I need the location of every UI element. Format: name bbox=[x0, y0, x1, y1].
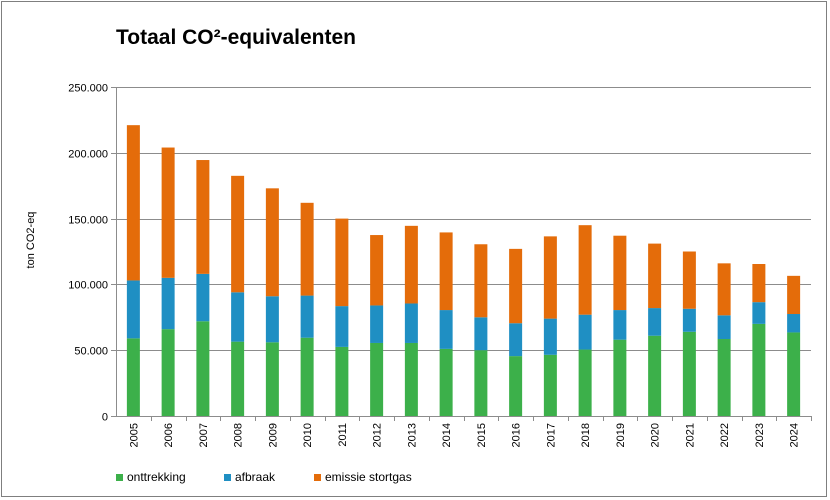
x-tick-label: 2020 bbox=[650, 423, 662, 447]
y-tick-label: 100.000 bbox=[68, 280, 108, 292]
bar-afbraak-2015 bbox=[474, 317, 488, 351]
bar-emissie-stortgas-2014 bbox=[439, 232, 453, 311]
x-tick-label: 2017 bbox=[545, 423, 557, 447]
x-tick-label: 2014 bbox=[441, 423, 453, 447]
bar-emissie-stortgas-2015 bbox=[474, 244, 488, 318]
x-tick-label: 2006 bbox=[163, 423, 175, 447]
bar-emissie-stortgas-2016 bbox=[509, 248, 523, 324]
bar-emissie-stortgas-2007 bbox=[196, 160, 210, 274]
legend-item-onttrekking: onttrekking bbox=[116, 470, 186, 484]
bar-afbraak-2022 bbox=[717, 315, 731, 340]
bar-afbraak-2011 bbox=[335, 306, 349, 347]
bar-emissie-stortgas-2006 bbox=[161, 147, 175, 278]
bar-emissie-stortgas-2019 bbox=[613, 235, 627, 311]
y-tick-label: 0 bbox=[102, 412, 108, 424]
bar-emissie-stortgas-2008 bbox=[231, 175, 245, 293]
x-tick-label: 2013 bbox=[406, 423, 418, 447]
bar-emissie-stortgas-2018 bbox=[578, 225, 592, 315]
bar-onttrekking-2010 bbox=[300, 337, 314, 416]
bar-onttrekking-2019 bbox=[613, 339, 627, 416]
bar-afbraak-2020 bbox=[648, 308, 662, 336]
bar-onttrekking-2005 bbox=[126, 338, 140, 416]
bar-afbraak-2018 bbox=[578, 314, 592, 350]
bar-onttrekking-2015 bbox=[474, 350, 488, 416]
bar-afbraak-2005 bbox=[126, 280, 140, 339]
x-tick-label: 2018 bbox=[580, 423, 592, 447]
x-tick-label: 2011 bbox=[337, 423, 349, 447]
chart-title: Totaal CO²-equivalenten bbox=[116, 26, 356, 49]
x-tick-label: 2007 bbox=[198, 423, 210, 447]
bar-emissie-stortgas-2009 bbox=[265, 188, 279, 297]
x-tick-label: 2008 bbox=[233, 423, 245, 447]
legend-label-afbraak: afbraak bbox=[235, 470, 276, 484]
bar-afbraak-2024 bbox=[787, 314, 801, 333]
bar-afbraak-2023 bbox=[752, 302, 766, 324]
bar-emissie-stortgas-2021 bbox=[682, 251, 696, 309]
bar-afbraak-2016 bbox=[509, 323, 523, 357]
legend-swatch-onttrekking bbox=[116, 473, 123, 481]
y-tick-label: 150.000 bbox=[68, 215, 108, 227]
bar-emissie-stortgas-2022 bbox=[717, 263, 731, 316]
x-tick-label: 2012 bbox=[372, 423, 384, 447]
x-tick-label: 2019 bbox=[615, 423, 627, 447]
bar-emissie-stortgas-2012 bbox=[370, 235, 384, 306]
bar-afbraak-2017 bbox=[543, 318, 557, 355]
bar-emissie-stortgas-2013 bbox=[404, 225, 418, 304]
bar-afbraak-2012 bbox=[370, 305, 384, 343]
bar-onttrekking-2006 bbox=[161, 329, 175, 416]
y-tick-label: 200.000 bbox=[68, 149, 108, 161]
bar-onttrekking-2007 bbox=[196, 321, 210, 416]
x-tick-label: 2009 bbox=[267, 423, 279, 447]
bar-emissie-stortgas-2023 bbox=[752, 264, 766, 303]
legend-label-onttrekking: onttrekking bbox=[127, 470, 186, 484]
bar-afbraak-2019 bbox=[613, 310, 627, 340]
x-tick-label: 2015 bbox=[476, 423, 488, 447]
x-tick-label: 2024 bbox=[789, 423, 801, 447]
bar-onttrekking-2008 bbox=[231, 341, 245, 416]
bar-afbraak-2007 bbox=[196, 273, 210, 322]
bar-afbraak-2008 bbox=[231, 292, 245, 342]
x-tick-label: 2005 bbox=[128, 423, 140, 447]
bar-afbraak-2009 bbox=[265, 296, 279, 343]
bar-emissie-stortgas-2005 bbox=[126, 125, 140, 281]
bar-onttrekking-2009 bbox=[265, 342, 279, 416]
legend-label-emissie-stortgas: emissie stortgas bbox=[325, 470, 412, 484]
bar-onttrekking-2024 bbox=[787, 332, 801, 416]
bar-emissie-stortgas-2010 bbox=[300, 202, 314, 296]
bar-onttrekking-2018 bbox=[578, 349, 592, 416]
x-tick-label: 2021 bbox=[684, 423, 696, 447]
bar-emissie-stortgas-2020 bbox=[648, 243, 662, 309]
bar-onttrekking-2012 bbox=[370, 342, 384, 416]
x-tick-label: 2016 bbox=[511, 423, 523, 447]
bar-onttrekking-2023 bbox=[752, 323, 766, 416]
legend-swatch-afbraak bbox=[224, 473, 231, 481]
legend-item-afbraak: afbraak bbox=[224, 470, 275, 484]
x-tick-label: 2023 bbox=[754, 423, 766, 447]
bar-onttrekking-2013 bbox=[404, 342, 418, 416]
bar-emissie-stortgas-2024 bbox=[787, 275, 801, 315]
y-tick-label: 50.000 bbox=[74, 346, 108, 358]
bar-onttrekking-2022 bbox=[717, 339, 731, 416]
legend-item-emissie-stortgas: emissie stortgas bbox=[314, 470, 412, 484]
y-tick-label: 250.000 bbox=[68, 83, 108, 95]
bar-onttrekking-2021 bbox=[682, 331, 696, 416]
bar-afbraak-2006 bbox=[161, 277, 175, 330]
bar-onttrekking-2011 bbox=[335, 346, 349, 416]
bar-onttrekking-2020 bbox=[648, 335, 662, 416]
bar-afbraak-2013 bbox=[404, 303, 418, 343]
bar-emissie-stortgas-2017 bbox=[543, 236, 557, 319]
bar-emissie-stortgas-2011 bbox=[335, 218, 349, 307]
bar-onttrekking-2016 bbox=[509, 356, 523, 416]
bar-onttrekking-2014 bbox=[439, 348, 453, 416]
legend-swatch-emissie-stortgas bbox=[314, 473, 321, 481]
x-tick-label: 2022 bbox=[719, 423, 731, 447]
bar-onttrekking-2017 bbox=[543, 354, 557, 416]
bar-afbraak-2010 bbox=[300, 295, 314, 338]
bar-afbraak-2021 bbox=[682, 308, 696, 332]
x-tick-label: 2010 bbox=[302, 423, 314, 447]
bar-afbraak-2014 bbox=[439, 310, 453, 349]
